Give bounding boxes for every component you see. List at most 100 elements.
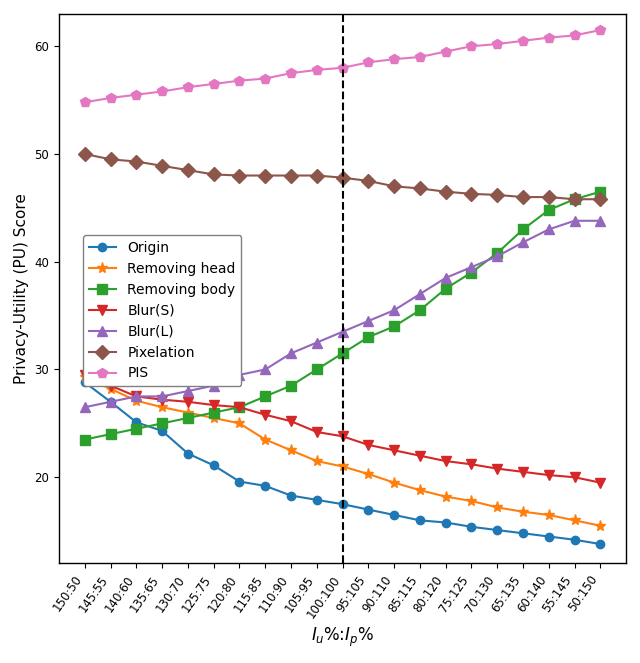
Blur(S) [468,460,476,468]
Blur(L) [468,263,476,271]
PIS [81,98,89,106]
Blur(L) [416,290,424,298]
Origin [596,540,604,548]
PIS [571,31,579,39]
Blur(L) [442,274,449,282]
Pixelation [132,158,140,166]
Removing body [571,195,579,203]
Pixelation [81,150,89,158]
PIS [107,94,115,102]
Removing head [184,408,192,416]
Blur(L) [519,239,527,247]
Blur(L) [81,403,89,411]
Removing body [390,322,398,330]
Origin [107,398,115,406]
Pixelation [468,190,476,198]
Line: Removing head: Removing head [79,371,606,531]
Removing body [184,414,192,422]
Origin [158,427,166,435]
Pixelation [184,166,192,174]
Pixelation [571,195,579,203]
Blur(S) [416,452,424,459]
PIS [545,34,552,42]
Pixelation [493,191,501,199]
Pixelation [545,193,552,201]
Origin [132,418,140,426]
Removing body [596,188,604,196]
Blur(S) [261,411,269,419]
PIS [442,48,449,56]
Blur(L) [236,371,243,379]
PIS [236,77,243,85]
Blur(S) [545,471,552,479]
Blur(S) [519,468,527,476]
Pixelation [596,195,604,203]
Removing head [442,493,449,501]
Blur(L) [390,306,398,314]
Blur(S) [493,465,501,473]
Pixelation [416,184,424,192]
Removing body [132,425,140,433]
Blur(S) [158,396,166,404]
Removing body [107,430,115,438]
Line: Removing body: Removing body [80,187,605,444]
PIS [210,80,218,88]
Removing body [365,333,372,341]
Removing body [339,349,346,357]
Removing head [132,396,140,404]
Removing body [493,249,501,257]
Removing head [571,516,579,524]
Removing head [81,373,89,381]
PIS [365,58,372,66]
Pixelation [287,172,295,180]
PIS [468,42,476,50]
Pixelation [519,193,527,201]
Pixelation [158,162,166,170]
Removing head [545,511,552,519]
Blur(S) [132,392,140,400]
Removing body [416,306,424,314]
Origin [571,536,579,544]
Blur(S) [236,403,243,411]
Legend: Origin, Removing head, Removing body, Blur(S), Blur(L), Pixelation, PIS: Origin, Removing head, Removing body, Bl… [83,235,241,386]
Blur(L) [261,365,269,373]
Pixelation [261,172,269,180]
Blur(L) [571,217,579,225]
Blur(L) [132,392,140,400]
Removing body [519,225,527,233]
Origin [442,518,449,526]
Removing body [210,408,218,416]
Pixelation [236,172,243,180]
PIS [158,88,166,95]
PIS [390,55,398,63]
Removing head [519,508,527,516]
Removing head [107,385,115,393]
Blur(L) [339,328,346,335]
Y-axis label: Privacy-Utility (PU) Score: Privacy-Utility (PU) Score [14,193,29,384]
Removing body [81,436,89,444]
Blur(S) [184,398,192,406]
Blur(S) [442,457,449,465]
Origin [416,516,424,524]
Blur(L) [287,349,295,357]
Removing head [339,463,346,471]
Line: Origin: Origin [81,379,605,548]
Line: PIS: PIS [80,25,605,107]
Blur(S) [107,382,115,390]
Origin [261,482,269,490]
Removing head [365,470,372,478]
Blur(S) [596,479,604,487]
Origin [339,500,346,508]
Origin [313,496,321,504]
Origin [468,523,476,531]
Blur(L) [107,398,115,406]
Pixelation [210,170,218,178]
Removing body [236,403,243,411]
Origin [493,526,501,534]
Removing head [158,403,166,411]
PIS [519,37,527,45]
Blur(S) [571,473,579,481]
Removing head [416,486,424,494]
Removing body [158,420,166,428]
X-axis label: $I_u$%:$I_p$%: $I_u$%:$I_p$% [311,626,374,649]
